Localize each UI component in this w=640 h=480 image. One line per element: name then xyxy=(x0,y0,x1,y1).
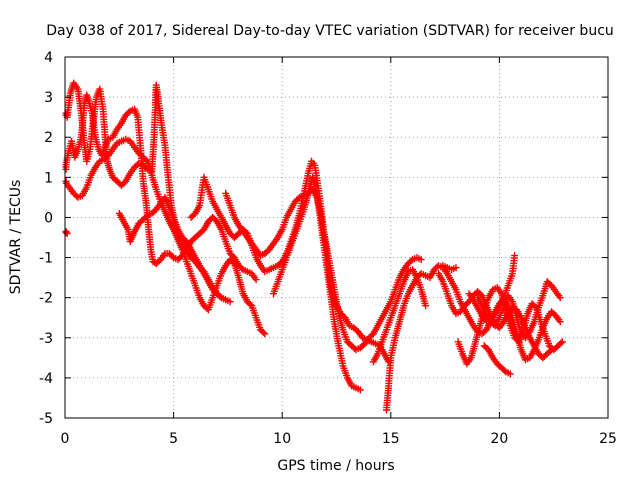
series-track-e xyxy=(115,193,225,302)
x-tick-label: 15 xyxy=(382,431,400,447)
data-point xyxy=(261,330,269,338)
series-track-j xyxy=(369,266,430,366)
series-track-h xyxy=(270,173,364,394)
data-point xyxy=(217,294,225,302)
data-point xyxy=(558,338,566,346)
data-point xyxy=(226,298,234,306)
y-tick-label: 0 xyxy=(44,210,53,226)
data-point xyxy=(531,302,539,310)
data-point xyxy=(407,257,415,265)
data-points xyxy=(62,79,566,414)
y-tick-label: -1 xyxy=(39,251,53,267)
x-axis-label: GPS time / hours xyxy=(277,458,394,474)
y-tick-label: 3 xyxy=(44,90,53,106)
data-point xyxy=(511,252,519,260)
y-tick-label: -5 xyxy=(39,411,53,427)
y-tick-label: -3 xyxy=(39,331,53,347)
data-point xyxy=(546,347,554,355)
y-tick-label: -2 xyxy=(39,291,53,307)
x-tick-label: 5 xyxy=(169,431,178,447)
data-point xyxy=(259,328,267,336)
x-tick-label: 25 xyxy=(599,431,617,447)
series-track-a xyxy=(62,79,234,306)
chart-title: Day 038 of 2017, Sidereal Day-to-day VTE… xyxy=(46,23,614,39)
data-point xyxy=(125,109,133,116)
y-axis-label: SDTVAR / TECUs xyxy=(8,180,24,295)
y-tick-label: 4 xyxy=(44,50,53,66)
x-tick-label: 0 xyxy=(61,431,70,447)
series-track-n xyxy=(435,270,555,362)
data-point xyxy=(246,300,254,308)
data-point xyxy=(356,386,364,394)
y-tick-labels: 4 3 2 1 0 -1 -2 -3 -4 -5 xyxy=(39,50,53,427)
series-track-c xyxy=(62,91,260,284)
data-point xyxy=(556,294,564,302)
data-point xyxy=(422,302,430,310)
data-point xyxy=(62,229,70,236)
plot-frame xyxy=(64,56,609,419)
axis-ticks xyxy=(64,56,609,419)
data-point xyxy=(548,346,555,354)
data-point xyxy=(252,276,260,284)
y-tick-label: 1 xyxy=(44,170,53,186)
data-point xyxy=(452,264,460,272)
data-point xyxy=(229,258,237,266)
series-track-o xyxy=(439,262,460,274)
y-tick-label: -4 xyxy=(39,371,53,387)
series-track-p xyxy=(480,342,514,378)
x-tick-labels: 0 5 10 15 20 25 xyxy=(61,431,617,447)
data-point xyxy=(142,213,150,221)
data-point xyxy=(501,367,508,374)
data-point xyxy=(142,156,150,164)
data-point xyxy=(294,195,302,203)
data-point xyxy=(216,292,224,300)
data-point xyxy=(556,318,564,326)
data-point xyxy=(557,339,565,347)
x-tick-label: 20 xyxy=(490,431,508,447)
data-point xyxy=(417,256,425,264)
x-tick-label: 10 xyxy=(273,431,291,447)
series-track-b xyxy=(62,228,71,237)
data-point xyxy=(168,252,176,260)
y-tick-label: 2 xyxy=(44,130,53,146)
data-point xyxy=(506,370,514,378)
